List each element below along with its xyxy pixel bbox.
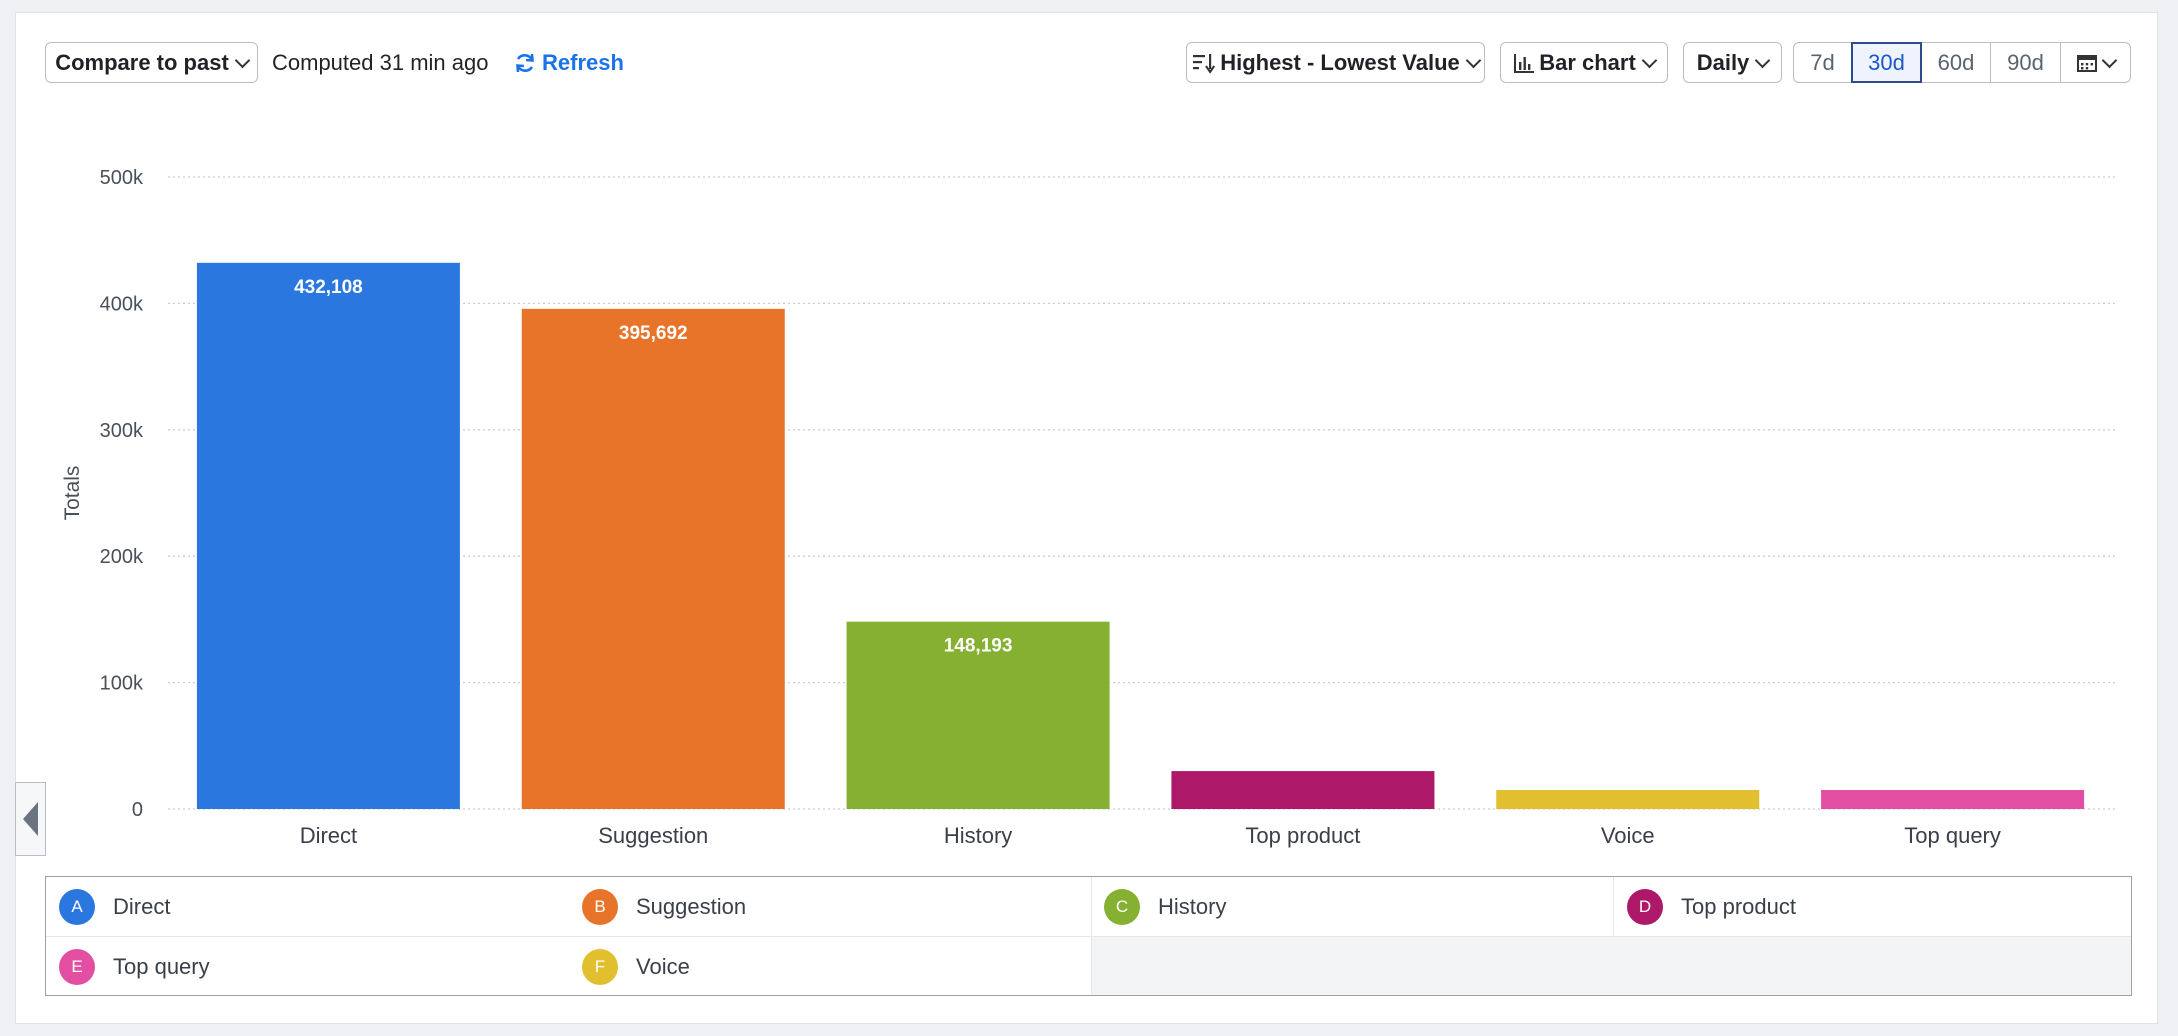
- bar-top-query[interactable]: [1821, 790, 2085, 809]
- compare-label: Compare to past: [55, 49, 229, 75]
- caret-left-icon: [23, 802, 38, 836]
- bar-suggestion[interactable]: [521, 308, 785, 809]
- x-tick-label: Voice: [1601, 823, 1655, 848]
- legend-item-suggestion[interactable]: B Suggestion: [582, 889, 746, 925]
- legend-badge: A: [59, 889, 95, 925]
- y-tick-label: 200k: [100, 546, 144, 568]
- refresh-button[interactable]: Refresh: [514, 42, 624, 83]
- y-tick-label: 100k: [100, 673, 144, 695]
- bar-data-label: 395,692: [619, 323, 688, 344]
- bar-direct[interactable]: [196, 262, 460, 809]
- legend-label: Top product: [1681, 894, 1796, 919]
- legend-item-top-query[interactable]: E Top query: [59, 949, 210, 985]
- range-60d-button[interactable]: 60d: [1921, 42, 1991, 83]
- interval-label: Daily: [1696, 49, 1750, 75]
- sort-descending-icon: [1193, 53, 1216, 74]
- legend-divider: [1091, 877, 1092, 936]
- legend-item-top-product[interactable]: D Top product: [1627, 889, 1796, 925]
- interval-dropdown[interactable]: Daily: [1683, 42, 1782, 83]
- legend: A Direct B Suggestion C History D Top pr…: [45, 876, 2132, 996]
- y-tick-label: 0: [132, 799, 143, 821]
- legend-badge: E: [59, 949, 95, 985]
- legend-badge: C: [1104, 889, 1140, 925]
- sort-label: Highest - Lowest Value: [1220, 49, 1460, 75]
- bar-chart-icon: [1514, 53, 1535, 73]
- range-90d-button[interactable]: 90d: [1990, 42, 2061, 83]
- legend-label: History: [1158, 894, 1227, 919]
- computed-status: Computed 31 min ago: [272, 50, 489, 75]
- bar-history[interactable]: [846, 621, 1110, 809]
- bar-voice[interactable]: [1496, 790, 1760, 809]
- legend-label: Direct: [113, 894, 171, 919]
- x-tick-label: Top query: [1904, 823, 2001, 848]
- refresh-icon: [516, 53, 534, 72]
- legend-divider: [46, 936, 2131, 937]
- legend-empty-cell: [1091, 937, 2131, 995]
- legend-divider: [1091, 936, 1092, 995]
- collapse-panel-toggle[interactable]: [15, 782, 46, 856]
- bar-data-label: 432,108: [294, 277, 363, 298]
- legend-label: Top query: [113, 954, 210, 979]
- x-tick-label: Top product: [1245, 823, 1360, 848]
- custom-date-button[interactable]: [2060, 42, 2131, 83]
- chart-type-label: Bar chart: [1539, 49, 1636, 75]
- bar-data-label: 148,193: [944, 636, 1013, 657]
- refresh-label: Refresh: [542, 49, 624, 75]
- y-tick-label: 300k: [100, 420, 144, 442]
- x-tick-label: History: [944, 823, 1012, 848]
- legend-badge: B: [582, 889, 618, 925]
- chart-type-dropdown[interactable]: Bar chart: [1500, 42, 1668, 83]
- legend-divider: [1613, 877, 1614, 936]
- legend-label: Voice: [636, 954, 690, 979]
- x-tick-label: Direct: [300, 823, 357, 848]
- range-30d-button[interactable]: 30d: [1851, 42, 1922, 83]
- y-tick-label: 500k: [100, 167, 144, 189]
- date-range-selector: 7d 30d 60d 90d: [1793, 42, 2131, 83]
- y-tick-label: 400k: [100, 293, 144, 315]
- legend-label: Suggestion: [636, 894, 747, 919]
- legend-badge: F: [582, 949, 618, 985]
- bar-chart: 0 100k 200k 300k 400k 500k 432,108 Direct 395,69…: [61, 167, 2117, 848]
- y-axis-title: Totals: [61, 466, 84, 521]
- legend-badge: D: [1627, 889, 1663, 925]
- x-tick-label: Suggestion: [598, 823, 708, 848]
- legend-item-history[interactable]: C History: [1104, 889, 1226, 925]
- sort-dropdown[interactable]: Highest - Lowest Value: [1186, 42, 1485, 83]
- legend-item-direct[interactable]: A Direct: [59, 889, 170, 925]
- legend-item-voice[interactable]: F Voice: [582, 949, 690, 985]
- compare-to-past-dropdown[interactable]: Compare to past: [45, 42, 258, 83]
- calendar-icon: [2077, 54, 2097, 72]
- range-7d-button[interactable]: 7d: [1793, 42, 1852, 83]
- bar-top-product[interactable]: [1171, 771, 1435, 809]
